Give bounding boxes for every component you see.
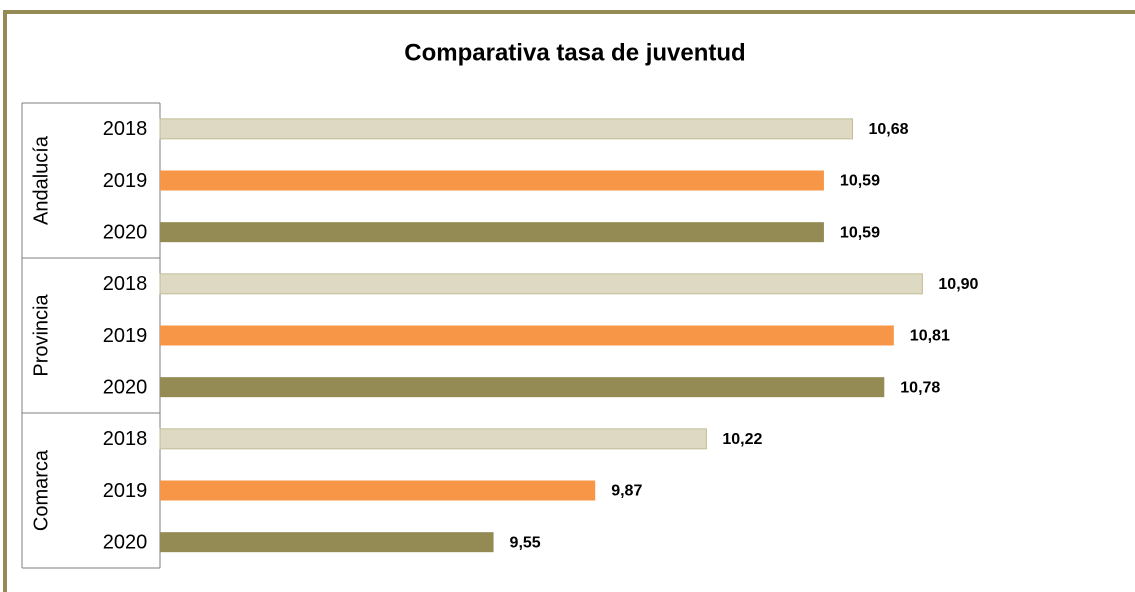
data-label: 10,78 xyxy=(900,379,940,396)
data-label: 10,22 xyxy=(722,431,762,448)
data-label: 10,81 xyxy=(910,328,950,345)
bar xyxy=(160,222,824,243)
data-label: 10,59 xyxy=(840,173,880,190)
y-tick-label: 2020 xyxy=(103,221,148,243)
bar xyxy=(160,532,494,553)
bar xyxy=(160,170,824,191)
bar xyxy=(159,273,923,295)
y-tick-label: 2020 xyxy=(103,531,148,553)
y-tick-label: 2018 xyxy=(103,118,148,140)
y-tick-label: 2018 xyxy=(103,428,148,450)
y-tick-label: 2018 xyxy=(103,273,148,295)
bar xyxy=(160,480,596,501)
bar xyxy=(159,118,854,140)
y-tick-label: 2019 xyxy=(103,480,148,502)
group-label: Comarca xyxy=(30,449,52,531)
data-label: 9,87 xyxy=(611,483,642,500)
bar xyxy=(160,377,885,398)
chart-title: Comparativa tasa de juventud xyxy=(404,39,745,66)
y-tick-label: 2019 xyxy=(103,325,148,347)
bar xyxy=(160,325,894,346)
y-tick-label: 2020 xyxy=(103,376,148,398)
group-label: Andalucía xyxy=(30,135,52,225)
bar xyxy=(159,428,707,450)
data-label: 10,68 xyxy=(869,121,909,138)
data-label: 10,90 xyxy=(938,276,978,293)
y-tick-label: 2019 xyxy=(103,170,148,192)
data-label: 9,55 xyxy=(510,534,541,551)
data-label: 10,59 xyxy=(840,224,880,241)
group-label: Provincia xyxy=(30,294,52,377)
